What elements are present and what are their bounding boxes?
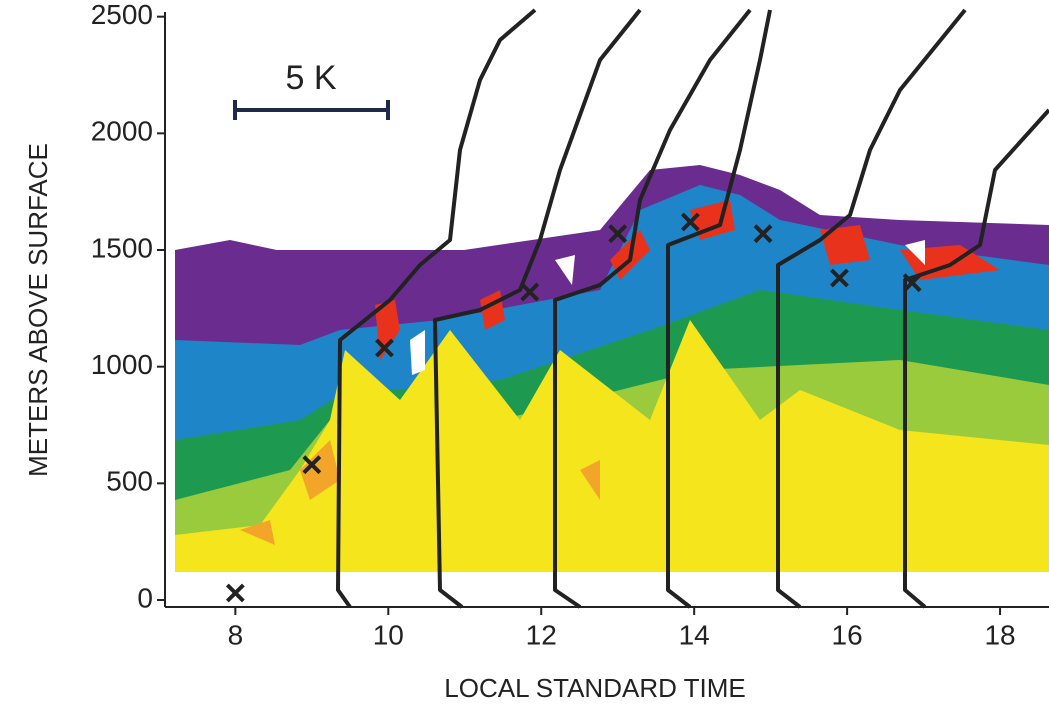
profile: [336, 8, 537, 609]
mixed-layer-marker: [608, 224, 628, 244]
x-tick-label: 12: [526, 619, 557, 650]
x-tick-label: 14: [679, 619, 710, 650]
profile: [553, 8, 752, 609]
mixed-layer-marker: [680, 212, 700, 232]
orange-patches: [240, 440, 600, 545]
x-axis-label: LOCAL STANDARD TIME: [444, 673, 745, 703]
x-tick-label: 10: [373, 619, 404, 650]
x-tick-label: 8: [228, 619, 244, 650]
mixed-layer-marker: [225, 583, 245, 603]
profile: [903, 108, 1049, 609]
y-tick-label: 0: [137, 582, 153, 613]
y-axis-label: METERS ABOVE SURFACE: [23, 143, 53, 477]
red-patches: [375, 200, 1000, 360]
profile: [666, 9, 772, 609]
yellow-band: [175, 320, 1049, 572]
mixed-layer-marker: [520, 282, 540, 302]
temperature-profiles: [336, 8, 1049, 609]
y-tick-label: 500: [106, 466, 153, 497]
y-tick-label: 2000: [91, 116, 153, 147]
scale-bar-label: 5 K: [285, 59, 336, 97]
profile: [776, 8, 967, 609]
mixed-layer-marker: [830, 268, 849, 288]
y-tick-label: 1000: [91, 349, 153, 380]
y-tick-label: 2500: [91, 0, 153, 30]
x-tick-label: 18: [984, 619, 1015, 650]
x-tick-label: 16: [832, 619, 863, 650]
mixed-layer-marker: [375, 338, 394, 358]
mixed-layer-marker: [753, 224, 773, 244]
mixed-layer-marker: [902, 273, 922, 293]
mixed-layer-marker: [302, 455, 322, 475]
profile: [433, 8, 642, 609]
y-tick-label: 1500: [91, 232, 153, 263]
